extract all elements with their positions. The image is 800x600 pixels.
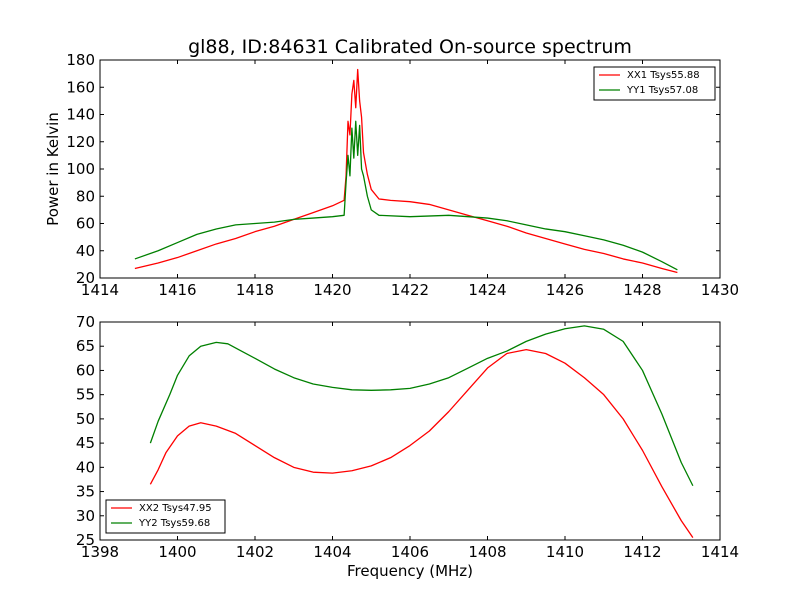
top-y-tick-label: 160 — [66, 78, 95, 96]
bottom-y-tick-label: 60 — [76, 361, 95, 379]
bottom-x-tick-label: 1402 — [236, 543, 274, 561]
top-y-tick-label: 180 — [66, 51, 95, 69]
top-x-tick-label: 1430 — [701, 281, 739, 299]
bottom-x-tick-label: 1400 — [158, 543, 196, 561]
top-y-tick-label: 120 — [66, 133, 95, 151]
chart-title: gl88, ID:84631 Calibrated On-source spec… — [188, 36, 632, 58]
top-y-tick-label: 140 — [66, 106, 95, 124]
top-x-tick-label: 1418 — [236, 281, 274, 299]
bottom-y-tick-label: 25 — [76, 531, 95, 549]
bottom-x-tick-label: 1412 — [623, 543, 661, 561]
top-legend-label-xx1: XX1 Tsys55.88 — [627, 70, 700, 81]
bottom-y-tick-label: 40 — [76, 458, 95, 476]
bottom-series-line-yy2 — [149, 325, 694, 487]
bottom-y-tick-label: 45 — [76, 434, 95, 452]
top-panel: gl88, ID:84631 Calibrated On-source spec… — [44, 36, 739, 299]
bottom-y-tick-label: 30 — [76, 507, 95, 525]
bottom-panel: 1398 1400 1402 1404 1406 1408 1410 1412 1414 25 30… — [76, 313, 739, 580]
top-series-line-xx1 — [134, 68, 678, 274]
top-x-tick-label: 1424 — [468, 281, 506, 299]
top-x-tick-label: 1426 — [546, 281, 584, 299]
bottom-y-tick-label: 55 — [76, 386, 95, 404]
top-y-tick-label: 60 — [76, 215, 95, 233]
bottom-series-line-xx2 — [149, 348, 694, 538]
top-x-tick-label: 1428 — [623, 281, 661, 299]
bottom-y-tick-label: 35 — [76, 483, 95, 501]
bottom-legend: XX2 Tsys47.95 YY2 Tsys59.68 — [105, 499, 226, 534]
bottom-legend-label-xx2: XX2 Tsys47.95 — [139, 503, 212, 514]
bottom-x-tick-label: 1408 — [468, 543, 506, 561]
top-series-line-yy1 — [134, 120, 678, 271]
bottom-x-tick-label: 1398 — [81, 543, 119, 561]
bottom-y-tick-label: 70 — [76, 313, 95, 331]
top-x-tick-label: 1422 — [391, 281, 429, 299]
top-y-tick-label: 80 — [76, 187, 95, 205]
bottom-x-tick-label: 1414 — [701, 543, 739, 561]
top-x-tick-label: 1420 — [313, 281, 351, 299]
top-ticks-group: 1414 1416 1418 1420 1422 1424 1426 1428 1430 20 40… — [66, 51, 739, 299]
bottom-x-axis-label: Frequency (MHz) — [347, 562, 473, 580]
top-y-axis-label: Power in Kelvin — [44, 112, 62, 226]
bottom-x-tick-label: 1404 — [313, 543, 351, 561]
bottom-ticks-group: 1398 1400 1402 1404 1406 1408 1410 1412 1414 25 30… — [76, 313, 739, 561]
bottom-legend-label-yy2: YY2 Tsys59.68 — [138, 518, 210, 529]
bottom-y-tick-label: 65 — [76, 337, 95, 355]
top-legend: XX1 Tsys55.88 YY1 Tsys57.08 — [593, 66, 716, 101]
top-y-tick-label: 100 — [66, 160, 95, 178]
bottom-y-tick-label: 50 — [76, 410, 95, 428]
top-legend-label-yy1: YY1 Tsys57.08 — [626, 85, 698, 96]
top-legend-box — [593, 66, 716, 101]
top-y-tick-label: 40 — [76, 242, 95, 260]
top-x-tick-label: 1414 — [81, 281, 119, 299]
bottom-x-tick-label: 1406 — [391, 543, 429, 561]
bottom-legend-box — [105, 499, 226, 534]
top-series-group — [134, 68, 678, 274]
top-x-tick-label: 1416 — [158, 281, 196, 299]
bottom-x-tick-label: 1410 — [546, 543, 584, 561]
bottom-series-group — [149, 325, 694, 538]
top-y-tick-label: 20 — [76, 269, 95, 287]
